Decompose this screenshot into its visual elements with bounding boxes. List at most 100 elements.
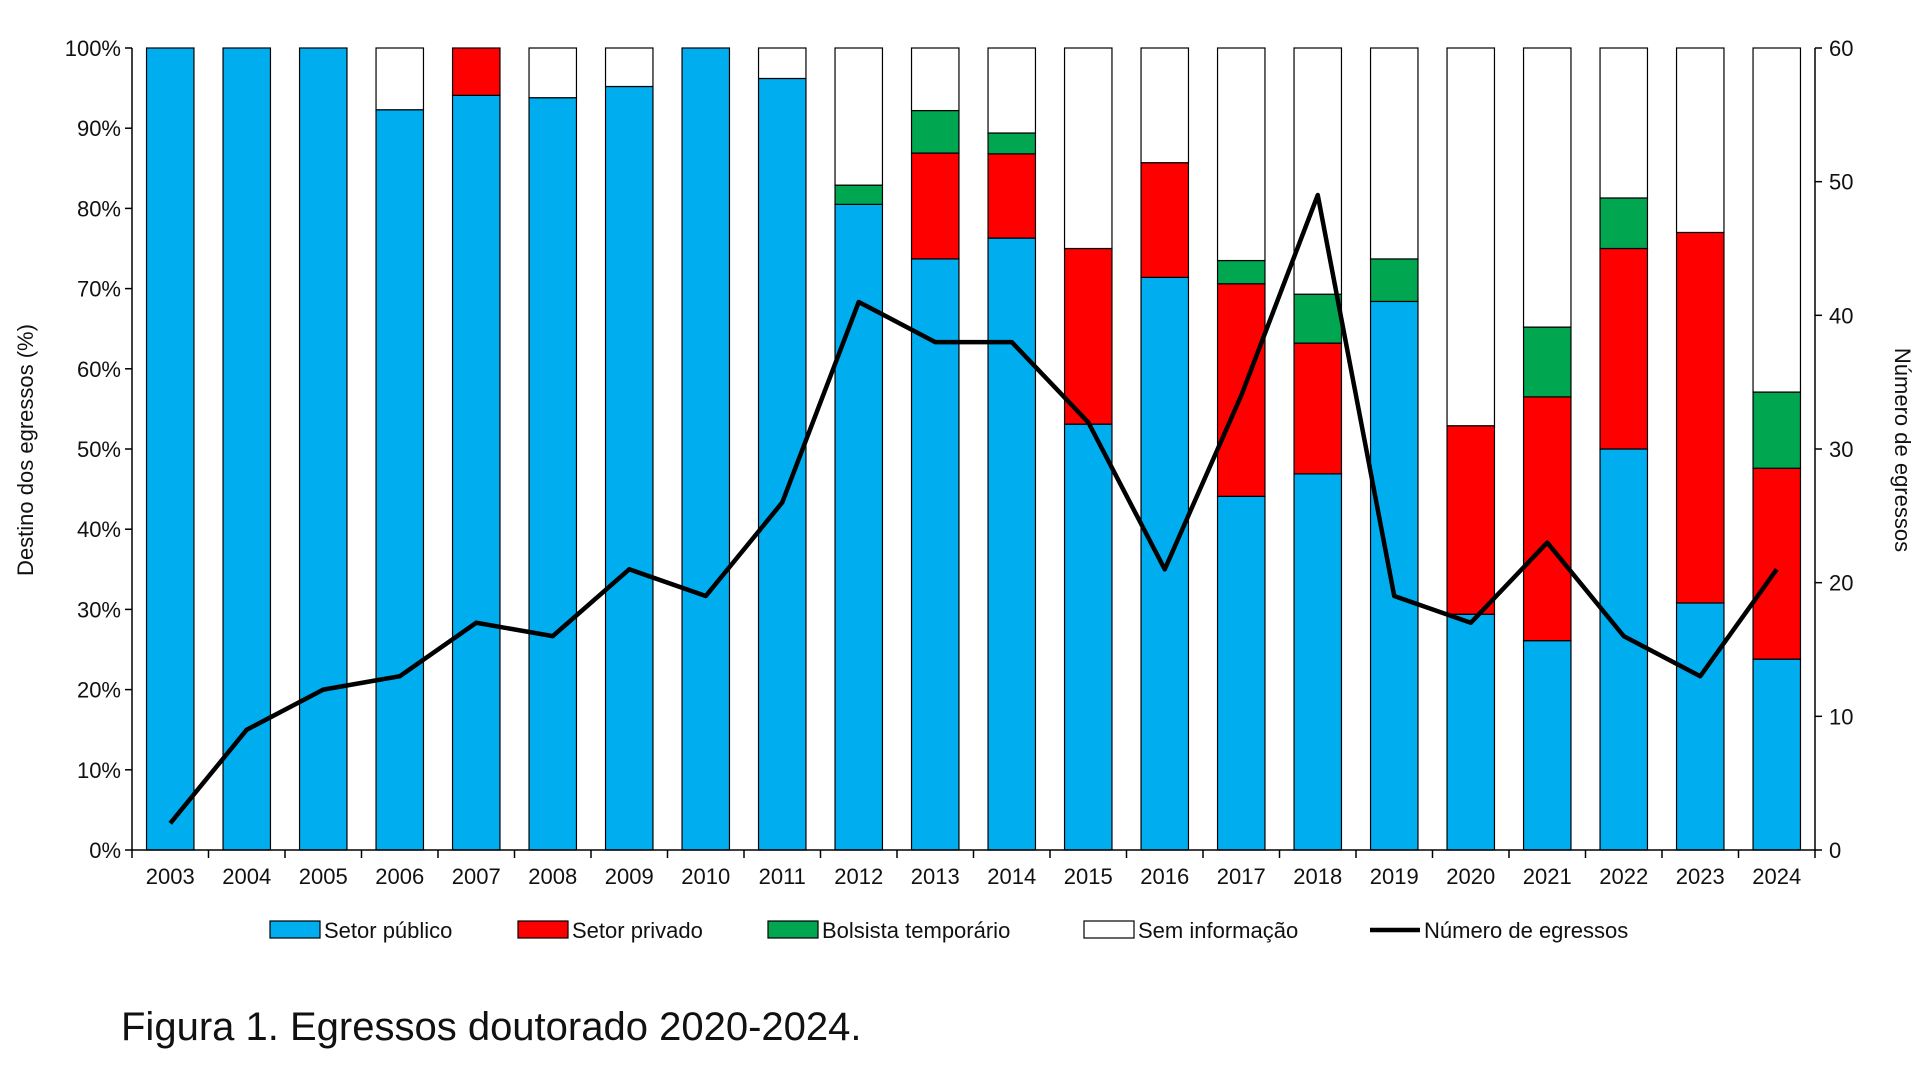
x-tick-label: 2024 xyxy=(1752,864,1801,889)
bar-2019-series-3 xyxy=(1369,47,1419,260)
bar-2019-series-2 xyxy=(1369,258,1419,303)
bar-2021-series-3 xyxy=(1522,47,1572,328)
x-tick-label: 2012 xyxy=(834,864,883,889)
x-tick-label: 2014 xyxy=(987,864,1036,889)
legend-label: Bolsista temporário xyxy=(822,918,1010,943)
bar-2014-series-3 xyxy=(987,47,1037,134)
line-series xyxy=(168,192,1779,825)
x-tick-label: 2015 xyxy=(1064,864,1113,889)
bar-2013-series-1 xyxy=(910,152,960,260)
x-tick-label: 2013 xyxy=(911,864,960,889)
x-tick-label: 2007 xyxy=(452,864,501,889)
y2-tick-label: 0 xyxy=(1829,838,1841,863)
bar-2004-series-0 xyxy=(222,47,272,851)
legend-swatch xyxy=(517,920,569,939)
y-axis-title: Destino dos egressos (%) xyxy=(13,324,38,576)
y2-tick-label: 30 xyxy=(1829,437,1853,462)
legend-swatch xyxy=(269,920,321,939)
legend: Setor público Setor privado Bolsista tempo… xyxy=(269,918,1628,943)
bar-2007-series-1 xyxy=(451,47,501,96)
x-tick-label: 2005 xyxy=(299,864,348,889)
bar-2021-series-0 xyxy=(1522,640,1572,851)
x-tick-label: 2019 xyxy=(1370,864,1419,889)
bar-2013-series-0 xyxy=(910,258,960,851)
bar-2019-series-0 xyxy=(1369,300,1419,851)
bar-2023-series-1 xyxy=(1675,231,1725,604)
x-tick-label: 2021 xyxy=(1523,864,1572,889)
bar-2020-series-1 xyxy=(1446,425,1496,615)
bar-2013-series-3 xyxy=(910,47,960,112)
bar-2024-series-3 xyxy=(1752,47,1802,393)
legend-label: Sem informação xyxy=(1138,918,1298,943)
bar-2015-series-3 xyxy=(1063,47,1113,250)
bar-2013-series-2 xyxy=(910,109,960,154)
bar-2006-series-0 xyxy=(375,109,425,851)
y-tick-label: 90% xyxy=(77,116,121,141)
bar-2016-series-3 xyxy=(1140,47,1190,164)
legend-swatch xyxy=(767,920,819,939)
bar-2017-series-0 xyxy=(1216,495,1266,851)
bar-2015-series-0 xyxy=(1063,423,1113,851)
y-tick-label: 10% xyxy=(77,758,121,783)
bar-2021-series-1 xyxy=(1522,396,1572,642)
tick-labels: 0% 10% 20% 30% 40% 50% 60% 70% 80% 90% 100% 0 10 20 30… xyxy=(65,36,1854,889)
y-tick-label: 70% xyxy=(77,277,121,302)
bar-2008-series-0 xyxy=(528,97,578,851)
y-tick-label: 0% xyxy=(89,838,121,863)
bar-2014-series-1 xyxy=(987,153,1037,239)
y-tick-label: 60% xyxy=(77,357,121,382)
bar-2021-series-2 xyxy=(1522,326,1572,398)
x-tick-label: 2010 xyxy=(681,864,730,889)
bar-2010-series-0 xyxy=(681,47,731,851)
x-tick-label: 2011 xyxy=(759,864,806,889)
bar-2016-series-1 xyxy=(1140,162,1190,278)
y2-tick-label: 60 xyxy=(1829,36,1853,61)
x-tick-label: 2004 xyxy=(222,864,271,889)
bar-2023-series-0 xyxy=(1675,602,1725,851)
x-tick-label: 2023 xyxy=(1676,864,1725,889)
bar-2022-series-0 xyxy=(1599,448,1649,851)
y-tick-label: 20% xyxy=(77,678,121,703)
y2-tick-label: 10 xyxy=(1829,704,1853,729)
y-tick-label: 30% xyxy=(77,597,121,622)
x-tick-label: 2017 xyxy=(1217,864,1266,889)
bar-2022-series-3 xyxy=(1599,47,1649,199)
bar-2008-series-3 xyxy=(528,47,578,99)
bar-2018-series-1 xyxy=(1293,342,1343,475)
y-tick-label: 80% xyxy=(77,196,121,221)
bar-2015-series-1 xyxy=(1063,247,1113,425)
bar-2016-series-0 xyxy=(1140,276,1190,851)
bar-2022-series-1 xyxy=(1599,247,1649,450)
bar-2012-series-2 xyxy=(834,184,884,205)
bar-2018-series-0 xyxy=(1293,473,1343,851)
axes xyxy=(125,47,1822,858)
bar-2009-series-0 xyxy=(604,85,654,851)
bar-2006-series-3 xyxy=(375,47,425,111)
bar-2007-series-0 xyxy=(451,94,501,851)
legend-swatch xyxy=(1083,920,1135,939)
y-tick-label: 50% xyxy=(77,437,121,462)
line-numero-de-egressos xyxy=(168,192,1779,825)
x-tick-label: 2009 xyxy=(605,864,654,889)
bar-2014-series-0 xyxy=(987,237,1037,851)
legend-label: Setor público xyxy=(324,918,452,943)
bar-2018-series-3 xyxy=(1293,47,1343,295)
legend-label: Número de egressos xyxy=(1424,918,1628,943)
x-tick-label: 2003 xyxy=(146,864,195,889)
y2-axis-title: Número de egressos xyxy=(1890,348,1915,552)
y2-tick-label: 20 xyxy=(1829,571,1853,596)
bar-2017-series-3 xyxy=(1216,47,1266,262)
x-tick-label: 2022 xyxy=(1599,864,1648,889)
bar-2003-series-0 xyxy=(145,47,195,851)
bar-2011-series-3 xyxy=(757,47,807,80)
y2-tick-label: 40 xyxy=(1829,303,1853,328)
bar-2024-series-2 xyxy=(1752,391,1802,469)
bar-2020-series-3 xyxy=(1446,47,1496,427)
y-tick-label: 100% xyxy=(65,36,121,61)
legend-label: Setor privado xyxy=(572,918,703,943)
x-tick-label: 2008 xyxy=(528,864,577,889)
bar-2024-series-1 xyxy=(1752,467,1802,660)
bar-2024-series-0 xyxy=(1752,658,1802,851)
x-tick-label: 2016 xyxy=(1140,864,1189,889)
figure-caption: Figura 1. Egressos doutorado 2020-2024. xyxy=(121,1005,862,1049)
